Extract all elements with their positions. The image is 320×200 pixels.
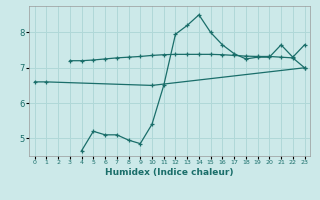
- X-axis label: Humidex (Indice chaleur): Humidex (Indice chaleur): [105, 168, 234, 177]
